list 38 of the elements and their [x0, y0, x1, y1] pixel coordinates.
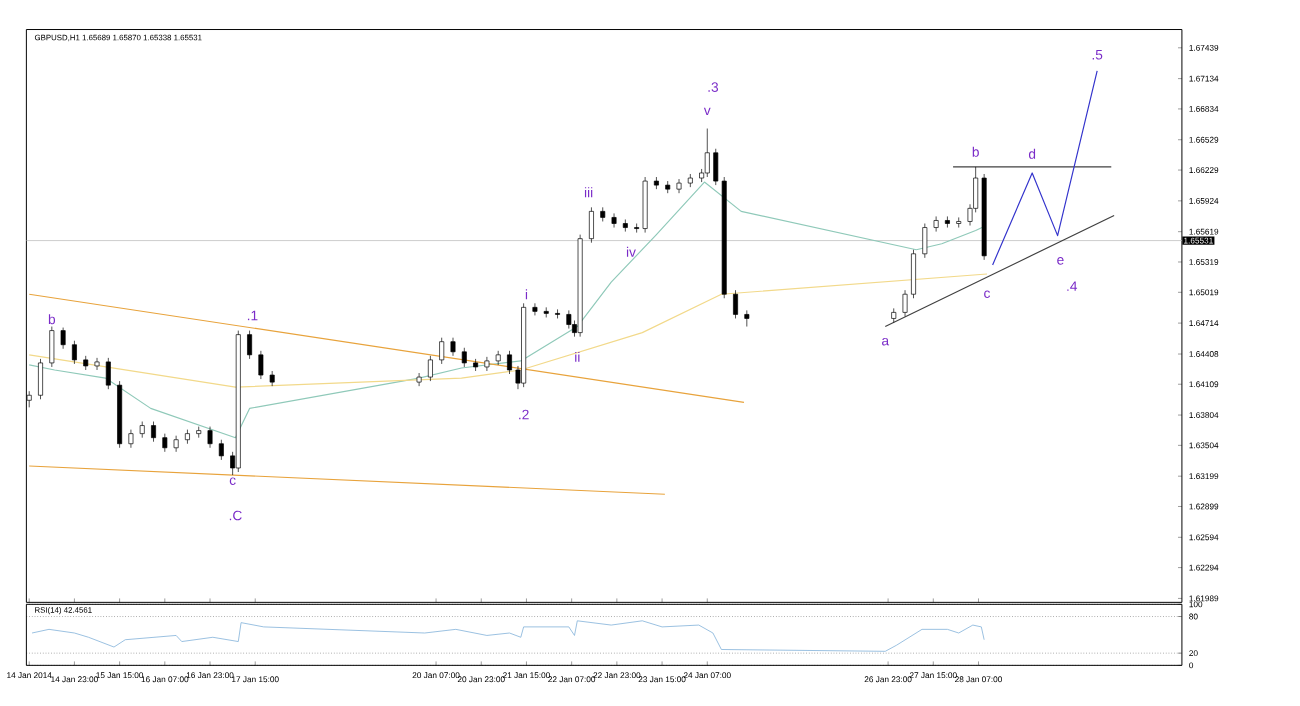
- line-series: [31, 620, 985, 652]
- candlestick: [956, 216, 962, 228]
- candlestick: [933, 215, 939, 232]
- candlestick: [611, 212, 617, 228]
- candlestick: [450, 336, 456, 356]
- candlestick: [247, 329, 253, 359]
- candlestick: [676, 178, 682, 194]
- candlestick: [461, 347, 467, 367]
- line-series: [28, 273, 988, 388]
- candlestick: [105, 357, 111, 390]
- candlestick: [744, 309, 750, 327]
- candlestick: [162, 432, 168, 452]
- line-series: [28, 181, 985, 438]
- candlestick: [733, 289, 738, 319]
- candlestick: [94, 357, 100, 370]
- candlestick: [258, 350, 264, 380]
- candlestick: [207, 425, 213, 448]
- candlestick: [218, 439, 224, 460]
- candlestick: [151, 420, 156, 442]
- candlestick: [642, 176, 648, 233]
- candlestick: [60, 326, 66, 349]
- candlestick: [128, 428, 134, 448]
- candlestick: [532, 302, 538, 316]
- candlestick: [439, 336, 445, 364]
- candlestick: [588, 206, 594, 243]
- candlestick: [944, 215, 950, 228]
- candlestick: [49, 325, 55, 367]
- line-series: [992, 70, 1098, 266]
- candlestick: [922, 222, 928, 258]
- candlestick: [427, 355, 433, 382]
- candlestick: [543, 306, 549, 318]
- candlestick: [71, 340, 77, 364]
- candlestick: [484, 356, 490, 371]
- candlestick: [622, 218, 628, 232]
- candlestick: [416, 372, 422, 387]
- candlestick: [566, 309, 572, 329]
- candlestick: [173, 434, 179, 452]
- candlestick: [38, 358, 43, 400]
